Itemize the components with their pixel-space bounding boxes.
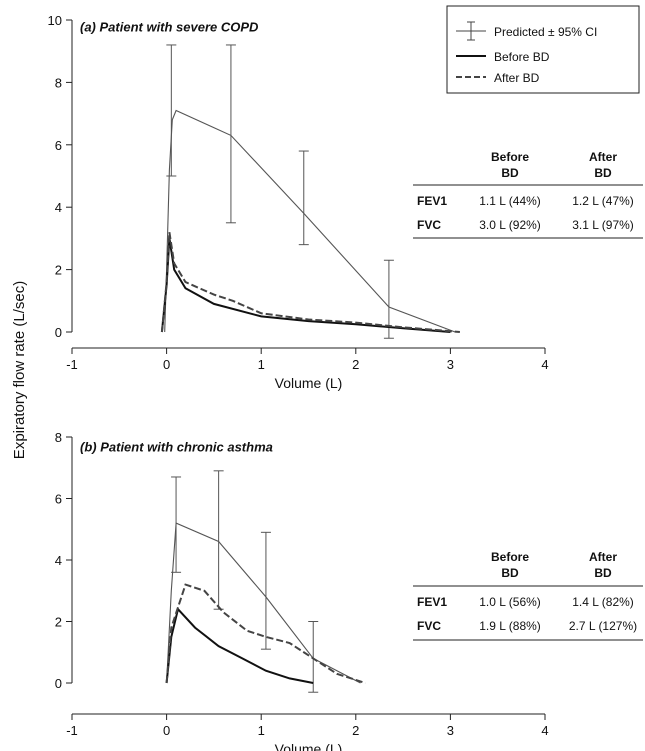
x-axis-label: Volume (L) [275,741,343,751]
table-cell: 1.4 L (82%) [572,595,634,609]
table-header: BD [501,166,519,180]
results-table: Before BD After BD FEV1 1.0 L (56%) 1.4 L (82%… [413,550,643,641]
y-tick-label: 2 [55,615,62,630]
y-tick-label: 4 [55,553,62,568]
panel-b: (b) Patient with chronic asthma 0 2 4 6 8 -1 0 1… [55,430,643,751]
x-tick-label: 1 [258,723,265,738]
series-before-bd [160,238,451,333]
x-tick-label: 4 [541,357,548,372]
x-tick-label: -1 [66,357,78,372]
series-after-bd [165,583,366,684]
table-header: BD [594,166,612,180]
x-tick-label: 1 [258,357,265,372]
legend: Predicted ± 95% CI Before BD After BD [446,5,640,94]
table-header: After [589,550,617,564]
table-row-label: FVC [417,218,441,232]
series-predicted [166,522,361,684]
table-row-label: FVC [417,619,441,633]
y-tick-label: 10 [48,13,62,28]
y-tick-label: 6 [55,492,62,507]
table-header: BD [594,566,612,580]
table-header: BD [501,566,519,580]
y-axis-label: Expiratory flow rate (L/sec) [11,281,28,459]
table-row-label: FEV1 [417,194,447,208]
y-tick-label: 0 [55,676,62,691]
table-cell: 2.7 L (127%) [569,619,637,633]
x-tick-label: -1 [66,723,78,738]
y-tick-label: 8 [55,75,62,90]
series-after-bd [160,232,460,333]
y-tick-label: 2 [55,263,62,278]
panel-a: (a) Patient with severe COPD 0 2 4 6 8 10 -1 0 1 2… [48,13,643,391]
series-before-bd [165,607,314,684]
x-axis-label: Volume (L) [275,375,343,391]
y-tick-label: 4 [55,200,62,215]
panel-title: (a) Patient with severe COPD [80,20,259,35]
series-predicted [164,109,456,333]
table-cell: 1.2 L (47%) [572,194,634,208]
legend-predicted-label: Predicted ± 95% CI [494,25,597,39]
x-tick-label: 3 [447,723,454,738]
x-tick-label: 0 [163,723,170,738]
x-tick-label: 4 [541,723,548,738]
table-header: Before [491,550,529,564]
table-cell: 1.0 L (56%) [479,595,541,609]
y-tick-label: 0 [55,325,62,340]
table-cell: 3.0 L (92%) [479,218,541,232]
legend-after-label: After BD [494,71,540,85]
table-header: Before [491,150,529,164]
table-cell: 1.9 L (88%) [479,619,541,633]
legend-before-label: Before BD [494,50,550,64]
results-table: Before BD After BD FEV1 1.1 L (44%) 1.2 L (47%… [413,150,643,239]
table-cell: 1.1 L (44%) [479,194,541,208]
x-tick-label: 2 [352,723,359,738]
panel-title: (b) Patient with chronic asthma [80,440,273,455]
legend-box [446,5,640,94]
table-header: After [589,150,617,164]
x-tick-label: 2 [352,357,359,372]
x-tick-label: 3 [447,357,454,372]
y-tick-label: 6 [55,138,62,153]
table-row-label: FEV1 [417,595,447,609]
x-tick-label: 0 [163,357,170,372]
y-tick-label: 8 [55,430,62,445]
table-cell: 3.1 L (97%) [572,218,634,232]
